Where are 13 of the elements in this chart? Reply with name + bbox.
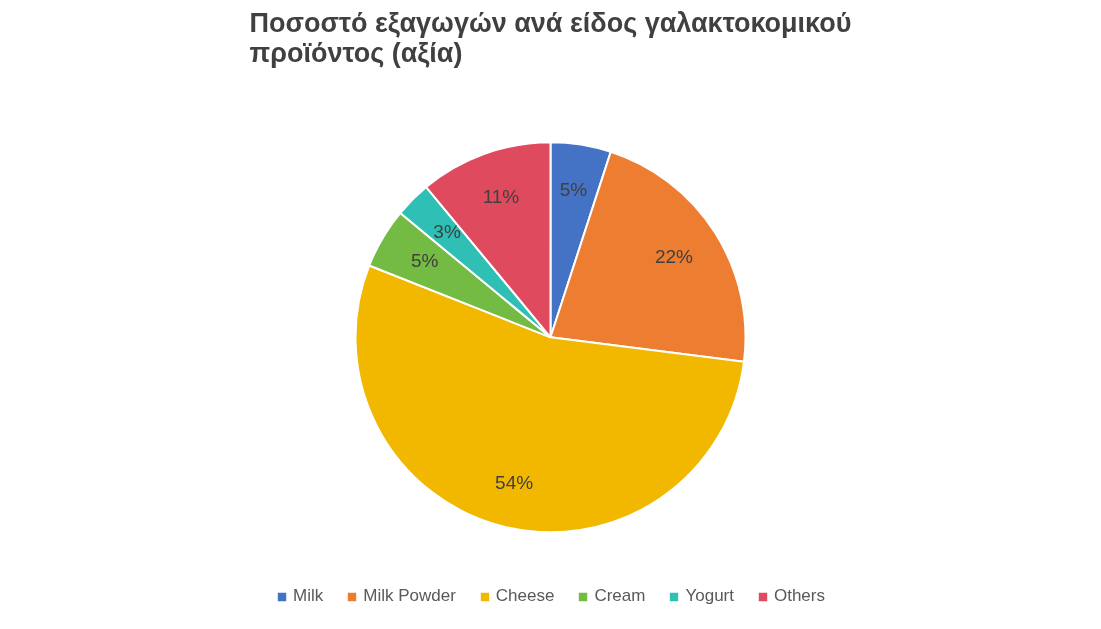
chart-title: Ποσοστό εξαγωγών ανά είδος γαλακτοκομικού προϊόντος (αξία) [249, 7, 852, 68]
legend-label: Cream [594, 586, 646, 606]
legend-label: Milk [293, 586, 324, 606]
legend-label: Yogurt [685, 586, 734, 606]
data-label: 5% [559, 178, 588, 200]
data-label: 11% [482, 185, 520, 207]
data-label: 54% [495, 472, 534, 494]
data-label: 3% [433, 220, 461, 242]
legend-label: Cheese [495, 586, 555, 606]
data-label: 5% [410, 250, 439, 272]
data-label: 22% [654, 246, 694, 268]
legend-label: Milk Powder [363, 586, 456, 606]
legend-label: Others [773, 586, 825, 606]
